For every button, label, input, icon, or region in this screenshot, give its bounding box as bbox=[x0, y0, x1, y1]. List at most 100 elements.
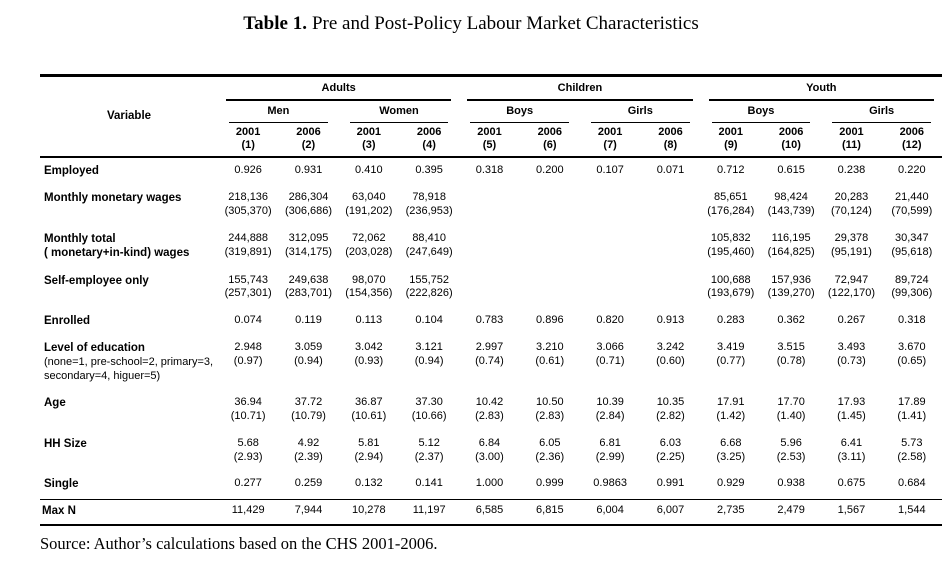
table-cell: 10.50 (2.83) bbox=[535, 396, 565, 422]
table-cell: 0.999 bbox=[536, 477, 564, 490]
table-cell: 0.929 bbox=[717, 477, 745, 490]
table-cell: 21,440 (70,599) bbox=[891, 191, 933, 217]
table-cell: 78,918 (236,953) bbox=[405, 191, 453, 217]
table-cell: 17.91 (1.42) bbox=[716, 396, 746, 422]
col-header-7: 2001 (7) bbox=[579, 122, 641, 158]
table-cell bbox=[459, 185, 519, 226]
table-cell: 0.259 bbox=[294, 477, 323, 490]
col-header-3: 2001 (3) bbox=[338, 122, 399, 158]
table-cell: 0.113 bbox=[355, 314, 383, 326]
table-cell: 0.071 bbox=[656, 163, 685, 176]
variable-column-header: Variable bbox=[40, 75, 218, 158]
table-cell: 3.419 (0.77) bbox=[716, 341, 746, 368]
col-header-1: 2001 (1) bbox=[218, 122, 279, 158]
table-cell: 6.68 (3.25) bbox=[716, 436, 746, 463]
row-label: Level of education (none=1, pre-school=2,… bbox=[44, 342, 214, 382]
row-label: Enrolled bbox=[44, 315, 91, 327]
table-cell: 0.104 bbox=[415, 314, 443, 326]
row-label: Single bbox=[44, 478, 79, 491]
table-cell: 1,544 bbox=[881, 498, 942, 526]
table-cell: 17.93 (1.45) bbox=[837, 396, 866, 422]
table-cell: 0.991 bbox=[656, 477, 685, 490]
table-cell: 3.670 (0.65) bbox=[897, 341, 927, 368]
table-cell: 0.074 bbox=[234, 314, 262, 326]
page: Table 1. Pre and Post-Policy Labour Marke… bbox=[0, 0, 942, 553]
table-cell: 5.73 (2.58) bbox=[897, 436, 927, 463]
table-row: Max N 11,429 7,944 10,278 11,197 6,585 6,815 6,… bbox=[40, 498, 942, 526]
table-cell: 0.820 bbox=[596, 314, 624, 326]
group-header-children: Children bbox=[459, 76, 700, 101]
table-cell: 0.896 bbox=[536, 314, 564, 326]
table-cell bbox=[640, 226, 700, 268]
table-cell: 244,888 (319,891) bbox=[224, 231, 272, 258]
subgroup-header-youth-boys: Boys bbox=[701, 101, 822, 123]
table-row: Level of education (none=1, pre-school=2,… bbox=[40, 335, 942, 390]
table-cell: 0.318 bbox=[475, 163, 504, 176]
subgroup-header-adults-women: Women bbox=[339, 101, 460, 123]
table-cell: 0.684 bbox=[898, 477, 926, 490]
table-cell: 0.132 bbox=[355, 477, 383, 490]
subgroup-label: Boys bbox=[470, 101, 569, 123]
table-row: Employed 0.926 0.931 0.410 0.395 0.318 0.200 0.… bbox=[40, 157, 942, 185]
table-cell bbox=[520, 226, 580, 268]
table-cell: 72,947 (122,170) bbox=[827, 273, 875, 300]
table-cell: 3.121 (0.94) bbox=[414, 341, 444, 368]
table-cell bbox=[580, 185, 640, 226]
table-cell: 98,424 (143,739) bbox=[767, 191, 815, 217]
col-header-9: 2001 (9) bbox=[700, 122, 761, 158]
subgroup-header-children-boys: Boys bbox=[459, 101, 580, 123]
table-cell: 0.141 bbox=[415, 477, 443, 490]
table-cell: 11,197 bbox=[398, 498, 460, 526]
table-cell: 312,095 (314,175) bbox=[284, 231, 333, 258]
variable-header-label: Variable bbox=[106, 110, 152, 123]
year-header-row: 2001 (1) 2006 (2) 2001 (3) 2006 (4) 2001 (5) 2006(… bbox=[40, 122, 942, 158]
table-cell: 0.395 bbox=[415, 163, 443, 176]
table-cell: 11,429 bbox=[218, 498, 279, 526]
table-cell: 6.81 (2.99) bbox=[595, 436, 625, 463]
table-cell: 36.87 (10.61) bbox=[351, 396, 387, 422]
table-cell: 37.30 (10.66) bbox=[411, 396, 447, 422]
table-container: Variable Adults Children Youth Men bbox=[40, 74, 942, 526]
subgroup-label: Girls bbox=[590, 101, 690, 123]
subgroup-label: Girls bbox=[832, 101, 931, 123]
row-label: HH Size bbox=[44, 437, 87, 450]
table-cell: 100,688 (193,679) bbox=[707, 273, 755, 300]
table-cell: 6,815 bbox=[519, 498, 580, 526]
table-cell: 0.615 bbox=[777, 163, 805, 176]
table-cell: 0.318 bbox=[898, 314, 926, 326]
row-label: Monthly total( monetary+in-kind) wages bbox=[44, 232, 190, 260]
table-cell: 20,283 (70,124) bbox=[830, 191, 872, 217]
table-cell: 10.35 (2.82) bbox=[656, 396, 685, 422]
table-cell: 6.41 (3.11) bbox=[837, 436, 866, 463]
table-cell: 6,007 bbox=[640, 498, 701, 526]
table-cell: 10.39 (2.84) bbox=[595, 396, 625, 422]
table-cell: 72,062 (203,028) bbox=[345, 231, 393, 258]
table-cell bbox=[520, 268, 580, 309]
table-cell: 10.42 (2.83) bbox=[475, 396, 504, 422]
table-cell: 0.926 bbox=[234, 163, 262, 176]
table-cell bbox=[520, 185, 580, 226]
table-cell: 98,070 (154,356) bbox=[345, 273, 393, 300]
table-cell: 17.70 (1.40) bbox=[776, 396, 806, 422]
table-row: Monthly total( monetary+in-kind) wages 24… bbox=[40, 226, 942, 268]
table-row: Enrolled 0.074 0.119 0.113 0.104 0.783 0.896 0.… bbox=[40, 308, 942, 335]
table-row: Monthly monetary wages 218,136 (305,370) 28… bbox=[40, 185, 942, 226]
table-title-text: Pre and Post-Policy Labour Market Charac… bbox=[311, 13, 699, 34]
subgroup-label: Men bbox=[229, 101, 328, 123]
table-cell: 0.9863 bbox=[593, 477, 627, 490]
table-cell: 0.238 bbox=[837, 163, 866, 176]
table-cell: 6.05 (2.36) bbox=[535, 436, 565, 463]
table-number: Table 1. bbox=[243, 13, 307, 34]
table-cell bbox=[640, 185, 700, 226]
table-cell: 4.92 (2.39) bbox=[294, 436, 323, 463]
table-cell bbox=[580, 226, 640, 268]
table-cell: 1,567 bbox=[821, 498, 882, 526]
table-cell bbox=[580, 268, 640, 309]
table-row: Age 36.94 (10.71) 37.72 (10.79) 36.87 (10.61) 3… bbox=[40, 390, 942, 431]
table-cell: 17.89 (1.41) bbox=[897, 396, 927, 422]
table-cell: 6.03 (2.25) bbox=[656, 436, 685, 463]
table-cell: 6.84 (3.00) bbox=[475, 436, 504, 463]
table-cell: 0.913 bbox=[656, 314, 685, 326]
table-row: Self-employee only 155,743 (257,301) 249,63… bbox=[40, 268, 942, 309]
table-cell: 218,136 (305,370) bbox=[224, 191, 272, 217]
